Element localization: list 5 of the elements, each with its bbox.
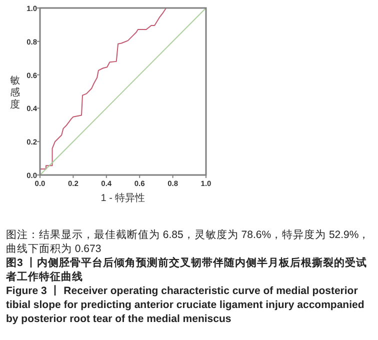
y-axis-title: 敏感度 <box>10 76 20 110</box>
x-axis-title: 1 - 特异性 <box>100 192 146 204</box>
caption: Figure 3 丨 Receiver operating characteristic curve of medial posterior tibial slope for predicting anterior cruciate ligament injury accompanied by posterior root tear of the medial meniscus <box>6 284 366 326</box>
caption: 图3 丨内侧胫骨平台后倾角预测前交叉韧带伴随内侧半月板后根撕裂的受试者工作特征曲线 <box>6 256 368 284</box>
text: 图注：结果显示，最佳截断值为 6.85，灵敏度为 78.6%，特异度为 52.9%，曲线下面积为 0.673 <box>6 228 371 256</box>
